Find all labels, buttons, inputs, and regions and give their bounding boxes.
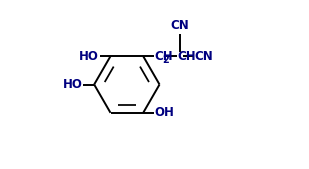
Text: HO: HO — [79, 50, 99, 63]
Text: CH: CH — [154, 50, 173, 63]
Text: OH: OH — [154, 106, 175, 119]
Text: CH: CH — [177, 50, 196, 63]
Text: 2: 2 — [162, 55, 169, 65]
Text: CN: CN — [195, 50, 214, 63]
Text: CN: CN — [171, 19, 189, 32]
Text: HO: HO — [63, 78, 83, 91]
